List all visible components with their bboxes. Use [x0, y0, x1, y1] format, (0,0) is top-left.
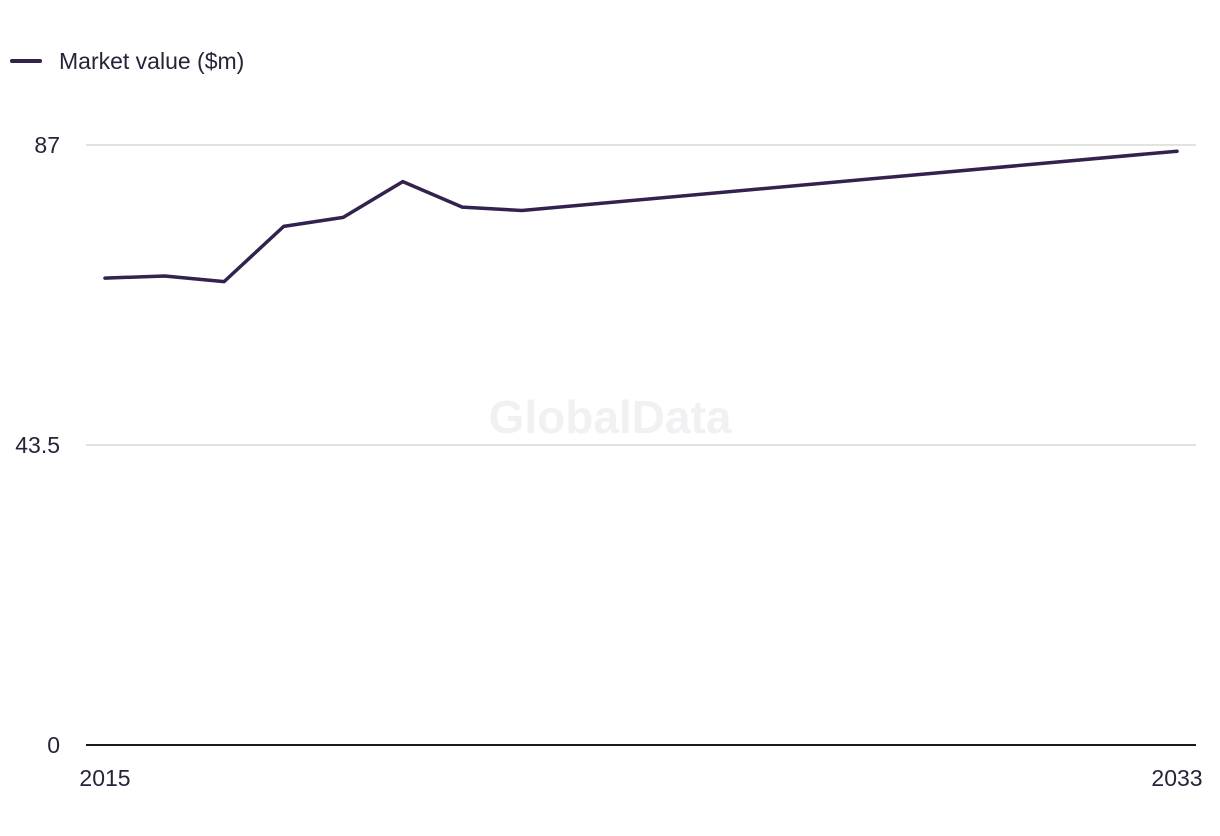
legend-label: Market value ($m): [59, 47, 245, 74]
y-tick-label: 87: [34, 132, 60, 158]
y-tick-label: 43.5: [15, 432, 60, 458]
gridlines: [86, 144, 1196, 446]
y-tick-label: 0: [47, 732, 60, 758]
y-axis-tick-labels: 0 43.5 87: [15, 132, 60, 758]
series-layer: [103, 149, 1179, 284]
data-point: [401, 180, 405, 184]
data-point: [103, 276, 107, 280]
data-point: [163, 274, 167, 278]
data-point: [520, 209, 524, 213]
legend-line-swatch: [10, 59, 42, 63]
watermark-text: GlobalData: [489, 391, 732, 443]
x-tick-label: 2015: [79, 765, 130, 791]
data-point: [460, 205, 464, 209]
legend: Market value ($m): [10, 46, 244, 76]
data-point: [222, 280, 226, 284]
x-tick-label: 2033: [1151, 765, 1202, 791]
data-point: [1175, 149, 1179, 153]
x-axis-tick-labels: 2015 2033: [79, 765, 1202, 791]
series-line-market-value: [103, 149, 1179, 284]
data-point: [282, 224, 286, 228]
data-point: [341, 215, 345, 219]
